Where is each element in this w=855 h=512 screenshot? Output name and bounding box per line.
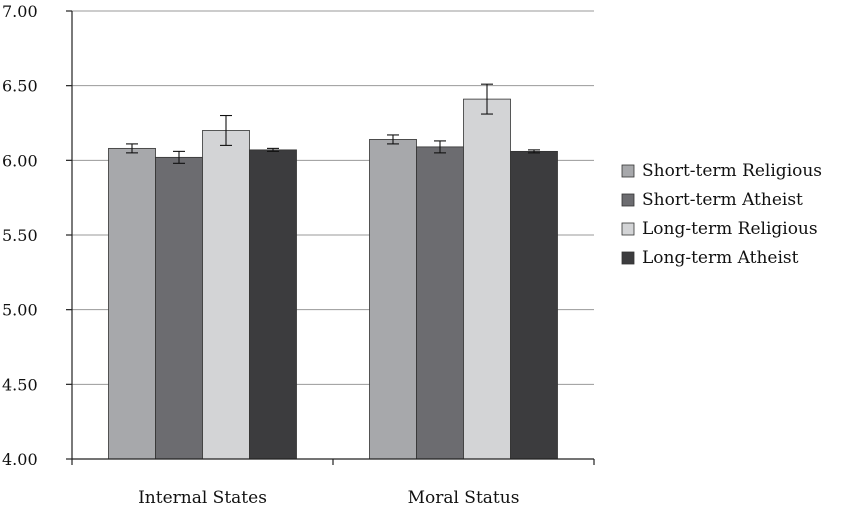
y-tick-label: 6.00	[2, 151, 38, 170]
y-tick-label: 7.00	[2, 2, 38, 21]
x-category-label: Moral Status	[408, 488, 520, 508]
error-bars	[126, 83, 540, 164]
legend-label: Long-term Atheist	[642, 248, 799, 268]
axes	[66, 10, 595, 465]
y-tick-label: 5.50	[2, 226, 38, 245]
legend-label: Short-term Atheist	[642, 190, 803, 210]
legend-swatch	[621, 193, 635, 207]
bar-long-term-religious-internal-states	[202, 130, 250, 460]
bar-long-term-religious-moral-status	[463, 98, 511, 460]
bar-short-term-religious-moral-status	[369, 139, 417, 460]
legend-swatch	[621, 251, 635, 265]
bar-short-term-religious-internal-states	[108, 147, 156, 460]
bar-short-term-atheist-moral-status	[416, 146, 464, 460]
legend-label: Short-term Religious	[642, 161, 822, 181]
x-category-label: Internal States	[138, 488, 267, 508]
legend: Short-term Religious Short-term Atheist Lo…	[621, 161, 822, 268]
bar-long-term-atheist-internal-states	[249, 149, 297, 460]
x-category-labels: Internal States Moral Status	[138, 488, 519, 508]
bar-short-term-atheist-internal-states	[155, 156, 203, 460]
legend-swatch	[621, 164, 635, 178]
y-tick-label: 6.50	[2, 77, 38, 96]
legend-swatch	[621, 222, 635, 236]
bar-long-term-atheist-moral-status	[510, 150, 558, 460]
y-tick-label: 4.00	[2, 450, 38, 469]
y-tick-label: 5.00	[2, 301, 38, 320]
y-tick-labels: 4.00 4.50 5.00 5.50 6.00 6.50 7.00	[2, 2, 38, 469]
y-tick-label: 4.50	[2, 375, 38, 394]
legend-label: Long-term Religious	[642, 219, 818, 239]
bars	[108, 98, 558, 460]
